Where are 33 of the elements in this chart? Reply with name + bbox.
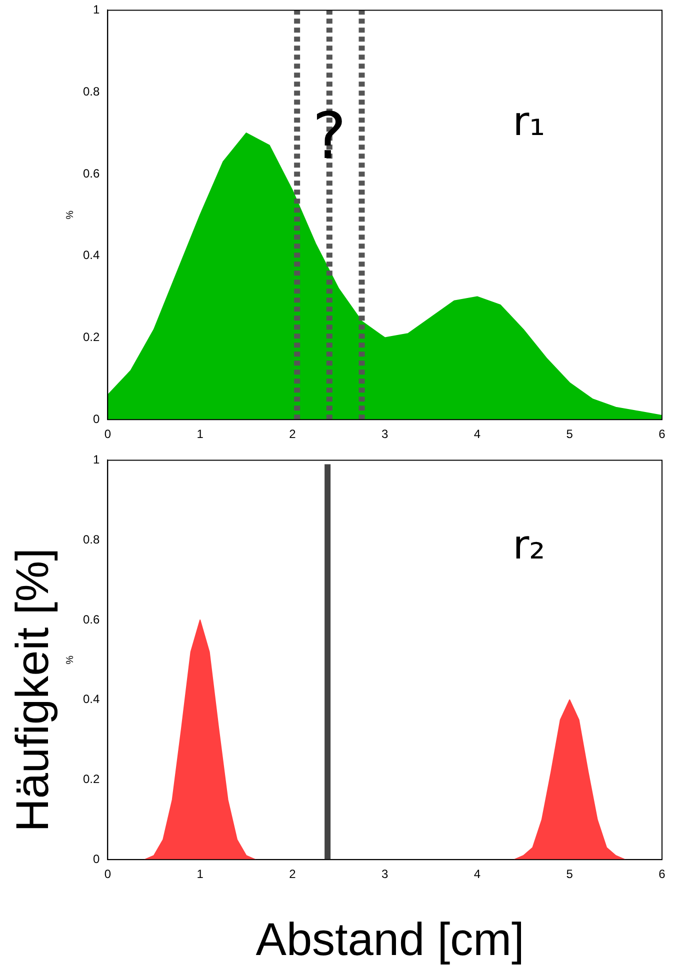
y-axis-title: %	[64, 210, 76, 220]
y-tick-label: 1	[92, 2, 100, 17]
x-tick-label: 2	[289, 427, 296, 442]
y-tick-label: 0.2	[82, 330, 100, 344]
y-tick-label: 0.4	[82, 692, 100, 706]
y-tick-label: 0.6	[82, 166, 100, 180]
y-tick-label: 0.8	[82, 532, 100, 546]
annotation: ?	[312, 100, 346, 174]
annotation: r₁	[512, 99, 546, 146]
x-tick-label: 0	[104, 867, 112, 882]
x-tick-label: 1	[196, 867, 204, 882]
y-tick-label: 0.8	[82, 84, 100, 98]
y-tick-label: 0.4	[82, 248, 100, 262]
x-tick-label: 3	[381, 867, 388, 882]
text: Häufigkeit [%]	[5, 548, 59, 832]
x-tick-label: 4	[474, 427, 481, 442]
x-tick-label: 6	[658, 427, 666, 442]
y-axis-title: %	[64, 655, 76, 664]
annotation: r₂	[512, 522, 546, 568]
x-tick-label: 1	[196, 427, 204, 442]
x-axis-title: Abstand [cm]	[256, 912, 524, 966]
x-tick-label: 3	[381, 427, 388, 442]
y-tick-label: 0	[92, 412, 100, 426]
x-tick-label: 2	[289, 867, 296, 882]
x-tick-label: 4	[474, 867, 481, 882]
x-tick-label: 6	[658, 867, 666, 882]
x-tick-label: 5	[566, 867, 574, 882]
y-tick-label: 0.6	[82, 612, 100, 626]
y-tick-label: 0	[92, 852, 100, 866]
x-tick-label: 5	[566, 427, 574, 442]
y-tick-label: 0.2	[82, 772, 100, 786]
x-tick-label: 0	[104, 427, 112, 442]
y-tick-label: 1	[92, 452, 100, 467]
